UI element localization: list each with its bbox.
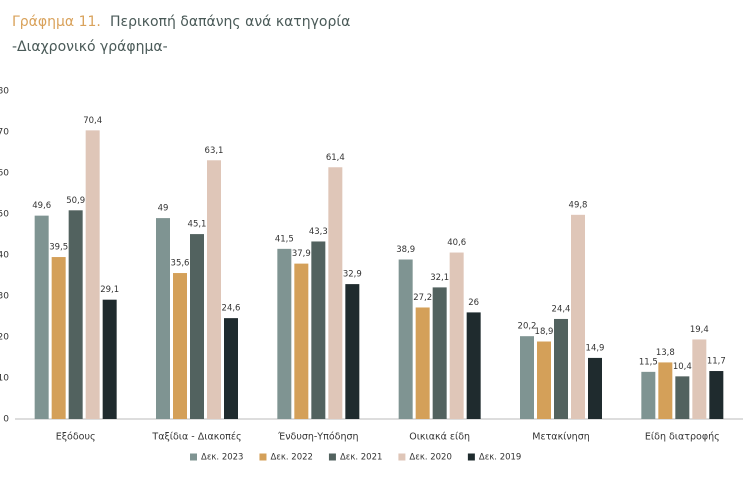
- value-label: 27,2: [413, 293, 432, 303]
- value-label: 37,9: [292, 249, 311, 259]
- bar: [102, 299, 117, 419]
- bar: [692, 339, 707, 419]
- bar: [224, 318, 238, 419]
- y-tick-label: 30: [0, 292, 9, 302]
- value-label: 49,8: [569, 200, 588, 210]
- chart-subtitle: -Διαχρονικό γράφημα-: [12, 39, 168, 55]
- bar: [658, 362, 673, 419]
- chart-title: Περικοπή δαπάνης ανά κατηγορία: [110, 14, 350, 30]
- x-tick-label: Είδη διατροφής: [645, 432, 720, 443]
- bar: [675, 376, 690, 419]
- value-label: 10,4: [673, 362, 692, 372]
- bar: [294, 263, 309, 419]
- legend-label: Δεκ. 2020: [409, 453, 451, 463]
- bar: [68, 210, 83, 419]
- value-label: 13,8: [656, 348, 675, 358]
- bar: [432, 287, 447, 419]
- y-tick-label: 10: [0, 374, 9, 384]
- value-label: 20,2: [518, 322, 537, 332]
- y-tick-label: 20: [0, 333, 9, 343]
- x-tick-label: Εξόδους: [56, 432, 96, 443]
- y-tick-label: 60: [0, 169, 9, 179]
- bar: [554, 318, 568, 419]
- legend-swatch: [190, 453, 197, 461]
- value-label: 49: [158, 204, 169, 214]
- value-label: 49,6: [32, 201, 51, 211]
- bar: [34, 215, 49, 419]
- x-tick-label: Μετακίνηση: [532, 432, 590, 443]
- bar: [156, 218, 170, 419]
- y-tick-label: 50: [0, 210, 9, 220]
- chart-title-label: Γράφημα 11.: [12, 14, 101, 30]
- bar: [277, 248, 292, 419]
- value-label: 11,5: [639, 357, 658, 367]
- value-label: 32,9: [343, 270, 362, 280]
- bar: [85, 130, 100, 420]
- legend-swatch: [398, 453, 406, 461]
- value-label: 41,5: [275, 234, 294, 244]
- legend-swatch: [259, 453, 267, 461]
- value-label: 50,9: [66, 196, 85, 206]
- legend-swatch: [467, 453, 475, 461]
- bar: [328, 167, 343, 419]
- bar: [571, 214, 585, 419]
- value-label: 35,6: [171, 259, 190, 269]
- value-label: 24,4: [552, 304, 571, 314]
- value-label: 39,5: [49, 243, 68, 253]
- bar: [311, 241, 326, 419]
- value-label: 14,9: [586, 343, 605, 353]
- value-label: 70,4: [83, 116, 102, 126]
- bar: [51, 257, 66, 419]
- value-label: 63,1: [205, 146, 224, 156]
- bar: [345, 284, 360, 419]
- value-label: 38,9: [396, 245, 415, 255]
- bar: [398, 259, 413, 419]
- value-label: 11,7: [707, 357, 726, 367]
- legend-label: Δεκ. 2021: [340, 453, 382, 463]
- y-tick-label: 40: [0, 251, 9, 261]
- x-tick-label: Ένδυση-Υπόδηση: [277, 432, 358, 443]
- bar: [709, 371, 724, 419]
- value-label: 45,1: [188, 220, 207, 230]
- bar: [207, 160, 221, 420]
- bar: [449, 252, 464, 419]
- bar: [466, 312, 481, 419]
- legend-swatch: [328, 453, 336, 461]
- y-tick-label: 70: [0, 128, 9, 138]
- bar: [520, 336, 534, 419]
- value-label: 19,4: [690, 325, 709, 335]
- value-label: 40,6: [447, 238, 466, 248]
- bar: [190, 234, 204, 419]
- legend-label: Δεκ. 2022: [270, 453, 312, 463]
- value-label: 18,9: [535, 327, 554, 337]
- legend-label: Δεκ. 2019: [479, 453, 521, 463]
- value-label: 26: [468, 298, 479, 308]
- value-label: 32,1: [430, 273, 449, 283]
- bar: [537, 341, 551, 419]
- bar: [641, 371, 656, 419]
- legend-label: Δεκ. 2023: [201, 453, 243, 463]
- x-tick-label: Ταξίδια - Διακοπές: [151, 432, 241, 443]
- y-tick-label: 0: [3, 415, 9, 425]
- value-label: 61,4: [326, 153, 345, 163]
- x-tick-label: Οικιακά είδη: [409, 432, 470, 443]
- value-label: 24,6: [222, 304, 241, 314]
- value-label: 43,3: [309, 227, 328, 237]
- bar: [415, 307, 430, 419]
- y-tick-label: 80: [0, 87, 9, 97]
- bar: [588, 357, 602, 419]
- bar: [173, 273, 187, 419]
- value-label: 29,1: [100, 285, 119, 295]
